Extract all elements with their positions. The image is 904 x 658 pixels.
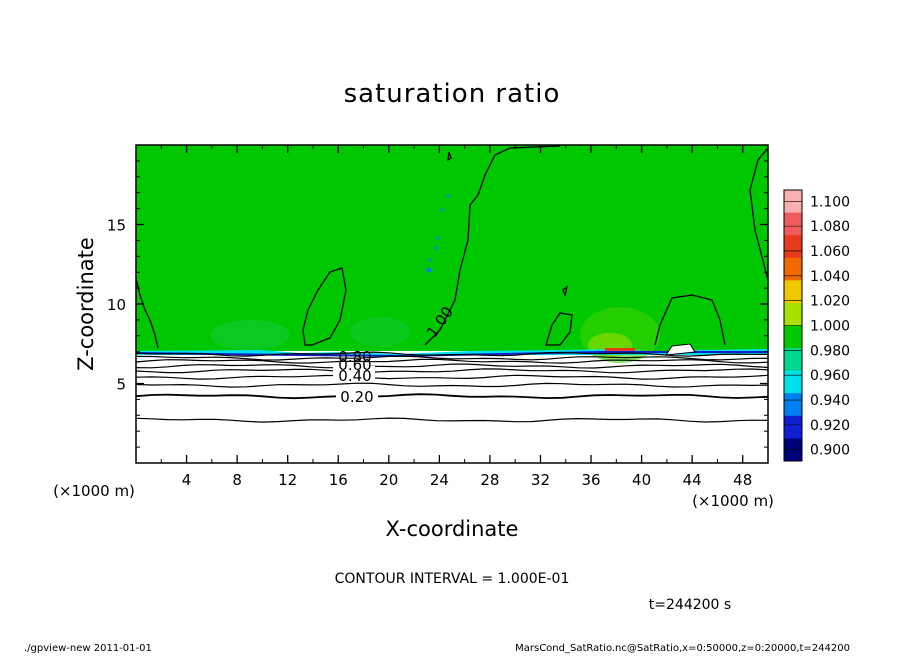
x-tick-label: 12 — [278, 471, 297, 489]
x-axis-label: X-coordinate — [386, 517, 519, 541]
colorbar-swatch — [784, 235, 802, 259]
y-unit-label: (×1000 m) — [53, 482, 135, 500]
colorbar-swatch — [784, 257, 802, 281]
chart-title: saturation ratio — [344, 79, 561, 109]
light-zone — [350, 317, 410, 347]
contour-label-0.60: 0.60 — [338, 356, 371, 374]
y-axis: 5 10 15 — [107, 160, 768, 448]
colorbar-swatch — [784, 393, 802, 417]
colorbar: 1.100 1.080 1.060 1.040 1.020 1.000 0.980 0.960… — [783, 189, 850, 462]
colorbar-label: 1.040 — [810, 269, 850, 285]
y-axis-label: Z-coordinate — [74, 237, 98, 371]
contour-line-0.90 — [135, 351, 769, 357]
x-tick-label: 36 — [581, 471, 600, 489]
colorbar-label: 1.080 — [810, 219, 850, 235]
x-tick-label: 28 — [480, 471, 499, 489]
x-tick-label: 32 — [531, 471, 550, 489]
colorbar-label: 1.000 — [810, 319, 850, 335]
contour-line-0.10 — [135, 417, 769, 423]
colorbar-label: 0.920 — [810, 418, 850, 434]
x-tick-label: 4 — [182, 471, 192, 489]
contour-line-0.50 — [135, 368, 769, 374]
colorbar-label: 1.060 — [810, 244, 850, 260]
colorbar-label: 0.960 — [810, 368, 850, 384]
colorbar-swatch — [784, 212, 802, 236]
time-label: t=244200 s — [649, 597, 731, 613]
contour-line-0.40 — [135, 374, 769, 380]
contour-line-0.60 — [135, 363, 769, 369]
contour-interval: CONTOUR INTERVAL = 1.000E-01 — [335, 571, 570, 587]
plot-area: 1.00 0.20 0.40 0.60 0.80 — [135, 144, 769, 464]
contour-label-0.20: 0.20 — [340, 388, 373, 406]
subsaturated-dots — [426, 194, 450, 273]
y-tick-label: 10 — [107, 296, 126, 314]
contour-label-0.80: 0.80 — [338, 348, 371, 366]
x-tick-label: 20 — [379, 471, 398, 489]
colorbar-label: 0.900 — [810, 443, 850, 459]
white-notch — [664, 343, 696, 356]
footer-right: MarsCond_SatRatio.nc@SatRatio,x=0:50000,… — [515, 643, 850, 654]
contour-1.00 — [135, 145, 769, 349]
colorbar-label: 1.100 — [810, 194, 850, 210]
saturated-region — [136, 145, 768, 351]
x-tick-label: 44 — [683, 471, 702, 489]
x-unit-label: (×1000 m) — [692, 492, 774, 510]
label-bg — [333, 366, 375, 382]
colorbar-label: 0.940 — [810, 393, 850, 409]
colorbar-swatch — [784, 348, 802, 372]
light-zone — [210, 320, 290, 350]
warm-spot — [605, 348, 635, 351]
contour-line-0.80 — [135, 355, 769, 361]
x-tick-label: 8 — [232, 471, 242, 489]
contour-line-0.20 — [135, 393, 769, 400]
colorbar-label: 1.020 — [810, 294, 850, 310]
x-axis: 4 8 12 16 20 24 28 32 36 40 44 48 — [160, 145, 752, 489]
colorbar-swatch — [784, 415, 802, 439]
contour-label-0.40: 0.40 — [338, 367, 371, 385]
x-tick-label: 48 — [733, 471, 752, 489]
x-tick-label: 40 — [632, 471, 651, 489]
y-tick-label: 5 — [116, 376, 126, 394]
label-bg — [336, 388, 378, 404]
colorbar-swatch — [784, 280, 802, 304]
contour-line-0.30 — [135, 382, 769, 388]
x-tick-label: 24 — [430, 471, 449, 489]
contour-line-0.70 — [135, 358, 769, 364]
colorbar-label: 0.980 — [810, 343, 850, 359]
colorbar-swatch — [784, 325, 802, 349]
x-tick-label: 16 — [329, 471, 348, 489]
colorbar-swatch — [784, 370, 802, 394]
lower-contours — [135, 351, 769, 423]
colorbar-swatch — [784, 302, 802, 326]
y-tick-label: 15 — [107, 217, 126, 235]
footer-left: ./gpview-new 2011-01-01 — [24, 643, 152, 654]
